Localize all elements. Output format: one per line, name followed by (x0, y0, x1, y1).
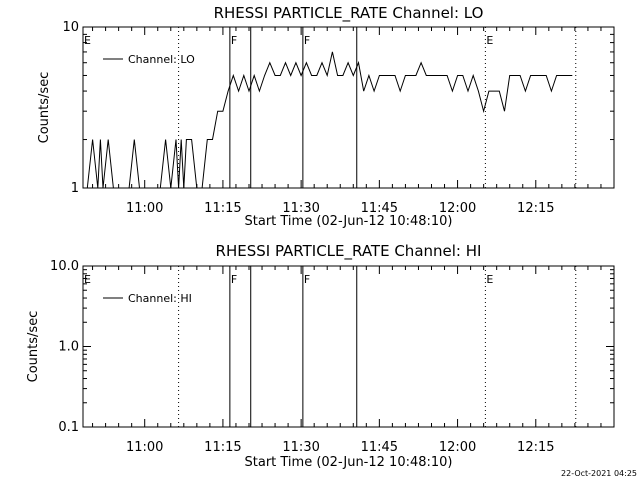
x-tick-label: 11:00 (126, 201, 163, 216)
legend-label: Channel: HI (128, 292, 192, 305)
chart-title: RHESSI PARTICLE_RATE Channel: LO (214, 4, 484, 23)
y-tick-label: 10 (62, 20, 79, 35)
y-tick-label: 0.1 (58, 420, 79, 435)
event-marker-label: F (304, 34, 310, 47)
x-axis-label: Start Time (02-Jun-12 10:48:10) (245, 455, 453, 470)
x-tick-label: 12:15 (517, 201, 554, 216)
event-marker-label: F (231, 273, 237, 286)
x-tick-label: 12:00 (439, 201, 476, 216)
y-tick-label: 10.0 (50, 259, 79, 274)
x-tick-label: 11:00 (126, 440, 163, 455)
x-axis-label: Start Time (02-Jun-12 10:48:10) (245, 214, 453, 229)
event-marker-label: F (304, 273, 310, 286)
x-tick-label: 12:15 (517, 440, 554, 455)
y-tick-label: 1 (71, 181, 79, 196)
series-line (86, 51, 573, 189)
x-tick-label: 11:45 (361, 440, 398, 455)
event-marker-label: E (84, 34, 91, 47)
y-axis-label: Counts/sec (37, 72, 52, 144)
x-tick-label: 11:15 (204, 440, 241, 455)
x-tick-label: 11:15 (204, 201, 241, 216)
event-marker-label: E (486, 34, 493, 47)
legend-label: Channel: LO (128, 53, 195, 66)
x-tick-label: 11:45 (361, 201, 398, 216)
x-tick-label: 11:30 (282, 440, 319, 455)
event-marker-label: F (231, 34, 237, 47)
timestamp-footer: 22-Oct-2021 04:25 (561, 469, 637, 478)
plot-frame (82, 265, 615, 428)
y-axis-label: Counts/sec (26, 311, 41, 383)
chart-title: RHESSI PARTICLE_RATE Channel: HI (216, 242, 482, 261)
event-marker-label: E (486, 273, 493, 286)
x-tick-label: 11:30 (282, 201, 319, 216)
x-tick-label: 12:00 (439, 440, 476, 455)
y-tick-label: 1.0 (58, 340, 79, 355)
event-marker-label: E (84, 273, 91, 286)
